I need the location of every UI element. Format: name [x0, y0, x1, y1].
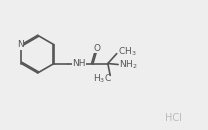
Text: O: O	[94, 44, 101, 53]
Text: N: N	[17, 40, 24, 49]
Text: H$_3$C: H$_3$C	[93, 73, 112, 85]
Text: CH$_3$: CH$_3$	[118, 46, 136, 58]
Text: HCl: HCl	[165, 113, 182, 123]
Text: NH: NH	[72, 59, 86, 68]
Text: NH$_2$: NH$_2$	[119, 58, 137, 71]
